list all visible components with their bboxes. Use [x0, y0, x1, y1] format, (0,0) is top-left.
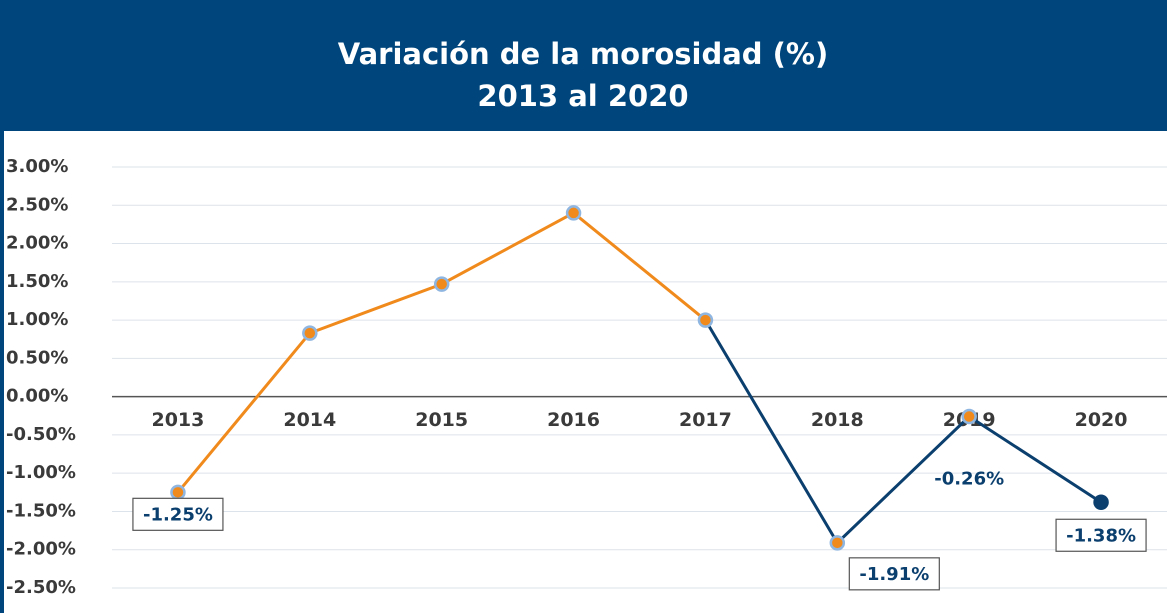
series-line — [704, 319, 1102, 546]
marker — [433, 276, 450, 292]
marker — [961, 408, 977, 425]
data-label: -1.38% — [1066, 525, 1136, 546]
chart-title: 2013 al 2020 — [477, 79, 688, 113]
label-box — [1055, 518, 1147, 552]
y-tick-label: 2.50% — [6, 194, 68, 215]
y-tick-label: -0.50% — [6, 424, 76, 445]
data-label: -1.25% — [143, 504, 213, 525]
series-line — [176, 211, 707, 494]
data-label: -1.91% — [859, 564, 929, 585]
marker — [565, 205, 582, 221]
y-tick-label: 1.00% — [6, 309, 68, 330]
x-tick-label: 2020 — [1075, 409, 1128, 431]
y-tick-label: 1.50% — [6, 271, 68, 292]
y-tick-label: 0.00% — [6, 386, 68, 407]
y-tick-label: 2.00% — [6, 233, 68, 254]
marker — [170, 484, 186, 501]
marker — [829, 535, 846, 551]
x-tick-label: 2016 — [547, 409, 600, 431]
y-tick-label: 0.50% — [6, 347, 68, 368]
x-tick-label: 2014 — [283, 409, 336, 431]
marker — [697, 312, 714, 328]
marker — [302, 325, 318, 341]
x-tick-label: 2013 — [151, 409, 204, 431]
label-box — [132, 497, 224, 531]
x-tick-label: 2017 — [679, 409, 732, 431]
x-tick-label: 2018 — [811, 409, 864, 431]
chart-title: Variación de la morosidad (%) — [338, 37, 828, 71]
y-tick-label: -2.50% — [6, 577, 76, 598]
marker — [1093, 494, 1109, 511]
left-border — [0, 131, 4, 613]
label-box — [848, 557, 940, 591]
data-label: -0.26% — [934, 469, 1004, 490]
x-tick-label: 2015 — [415, 409, 468, 431]
y-tick-label: -2.00% — [6, 539, 76, 560]
y-tick-label: -1.00% — [6, 462, 76, 483]
header-band — [0, 0, 1167, 131]
y-tick-label: -1.50% — [6, 500, 76, 521]
y-tick-label: 3.00% — [6, 156, 68, 177]
